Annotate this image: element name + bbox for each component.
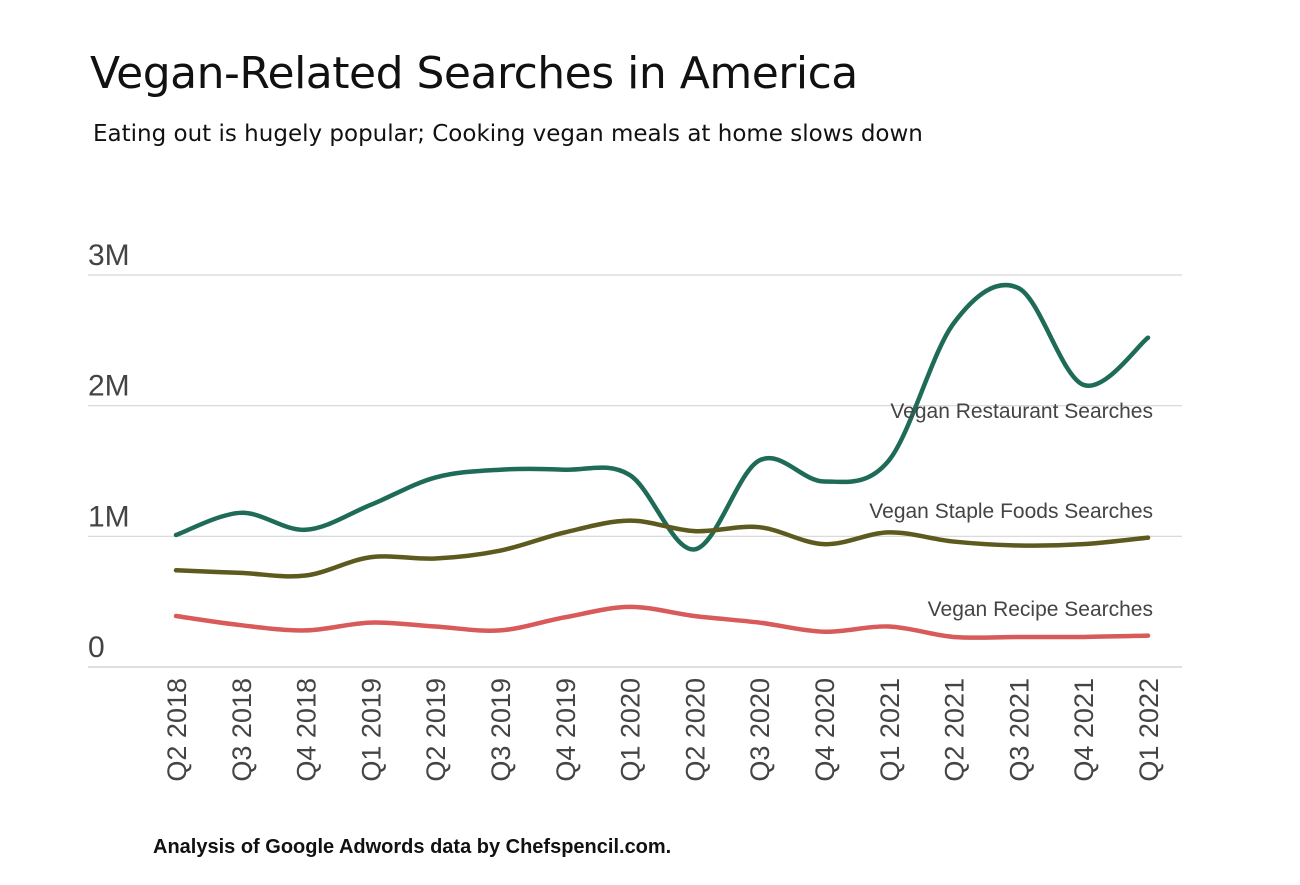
y-tick-label: 2M — [88, 370, 130, 403]
x-tick-label: Q4 2021 — [1069, 678, 1099, 782]
y-tick-label: 1M — [88, 500, 130, 533]
x-tick-label: Q4 2019 — [551, 678, 581, 782]
x-tick-label: Q3 2018 — [227, 678, 257, 782]
series-line — [173, 518, 1151, 579]
x-tick-label: Q3 2020 — [745, 678, 775, 782]
y-tick-label: 3M — [88, 239, 130, 272]
x-tick-label: Q1 2021 — [875, 678, 905, 782]
x-tick-label: Q3 2021 — [1004, 678, 1034, 782]
source-note: Analysis of Google Adwords data by Chefs… — [153, 836, 672, 858]
x-tick-label: Q2 2020 — [680, 678, 710, 782]
chart-subtitle: Eating out is hugely popular; Cooking ve… — [93, 121, 923, 147]
x-tick-label: Q2 2019 — [421, 678, 451, 782]
x-tick-label: Q4 2018 — [292, 678, 322, 782]
series-line — [173, 604, 1151, 640]
x-tick-label: Q3 2019 — [486, 678, 516, 782]
x-tick-label: Q2 2018 — [162, 678, 192, 782]
x-tick-label: Q1 2020 — [616, 678, 646, 782]
x-tick-label: Q1 2019 — [356, 678, 386, 782]
series-label: Vegan Recipe Searches — [928, 598, 1153, 621]
series-label: Vegan Staple Foods Searches — [869, 500, 1153, 523]
x-tick-label: Q1 2022 — [1134, 678, 1164, 782]
y-tick-label: 0 — [88, 631, 105, 664]
x-tick-label: Q2 2021 — [940, 678, 970, 782]
chart-title: Vegan-Related Searches in America — [90, 48, 858, 99]
x-tick-label: Q4 2020 — [810, 678, 840, 782]
series-label: Vegan Restaurant Searches — [890, 400, 1153, 423]
